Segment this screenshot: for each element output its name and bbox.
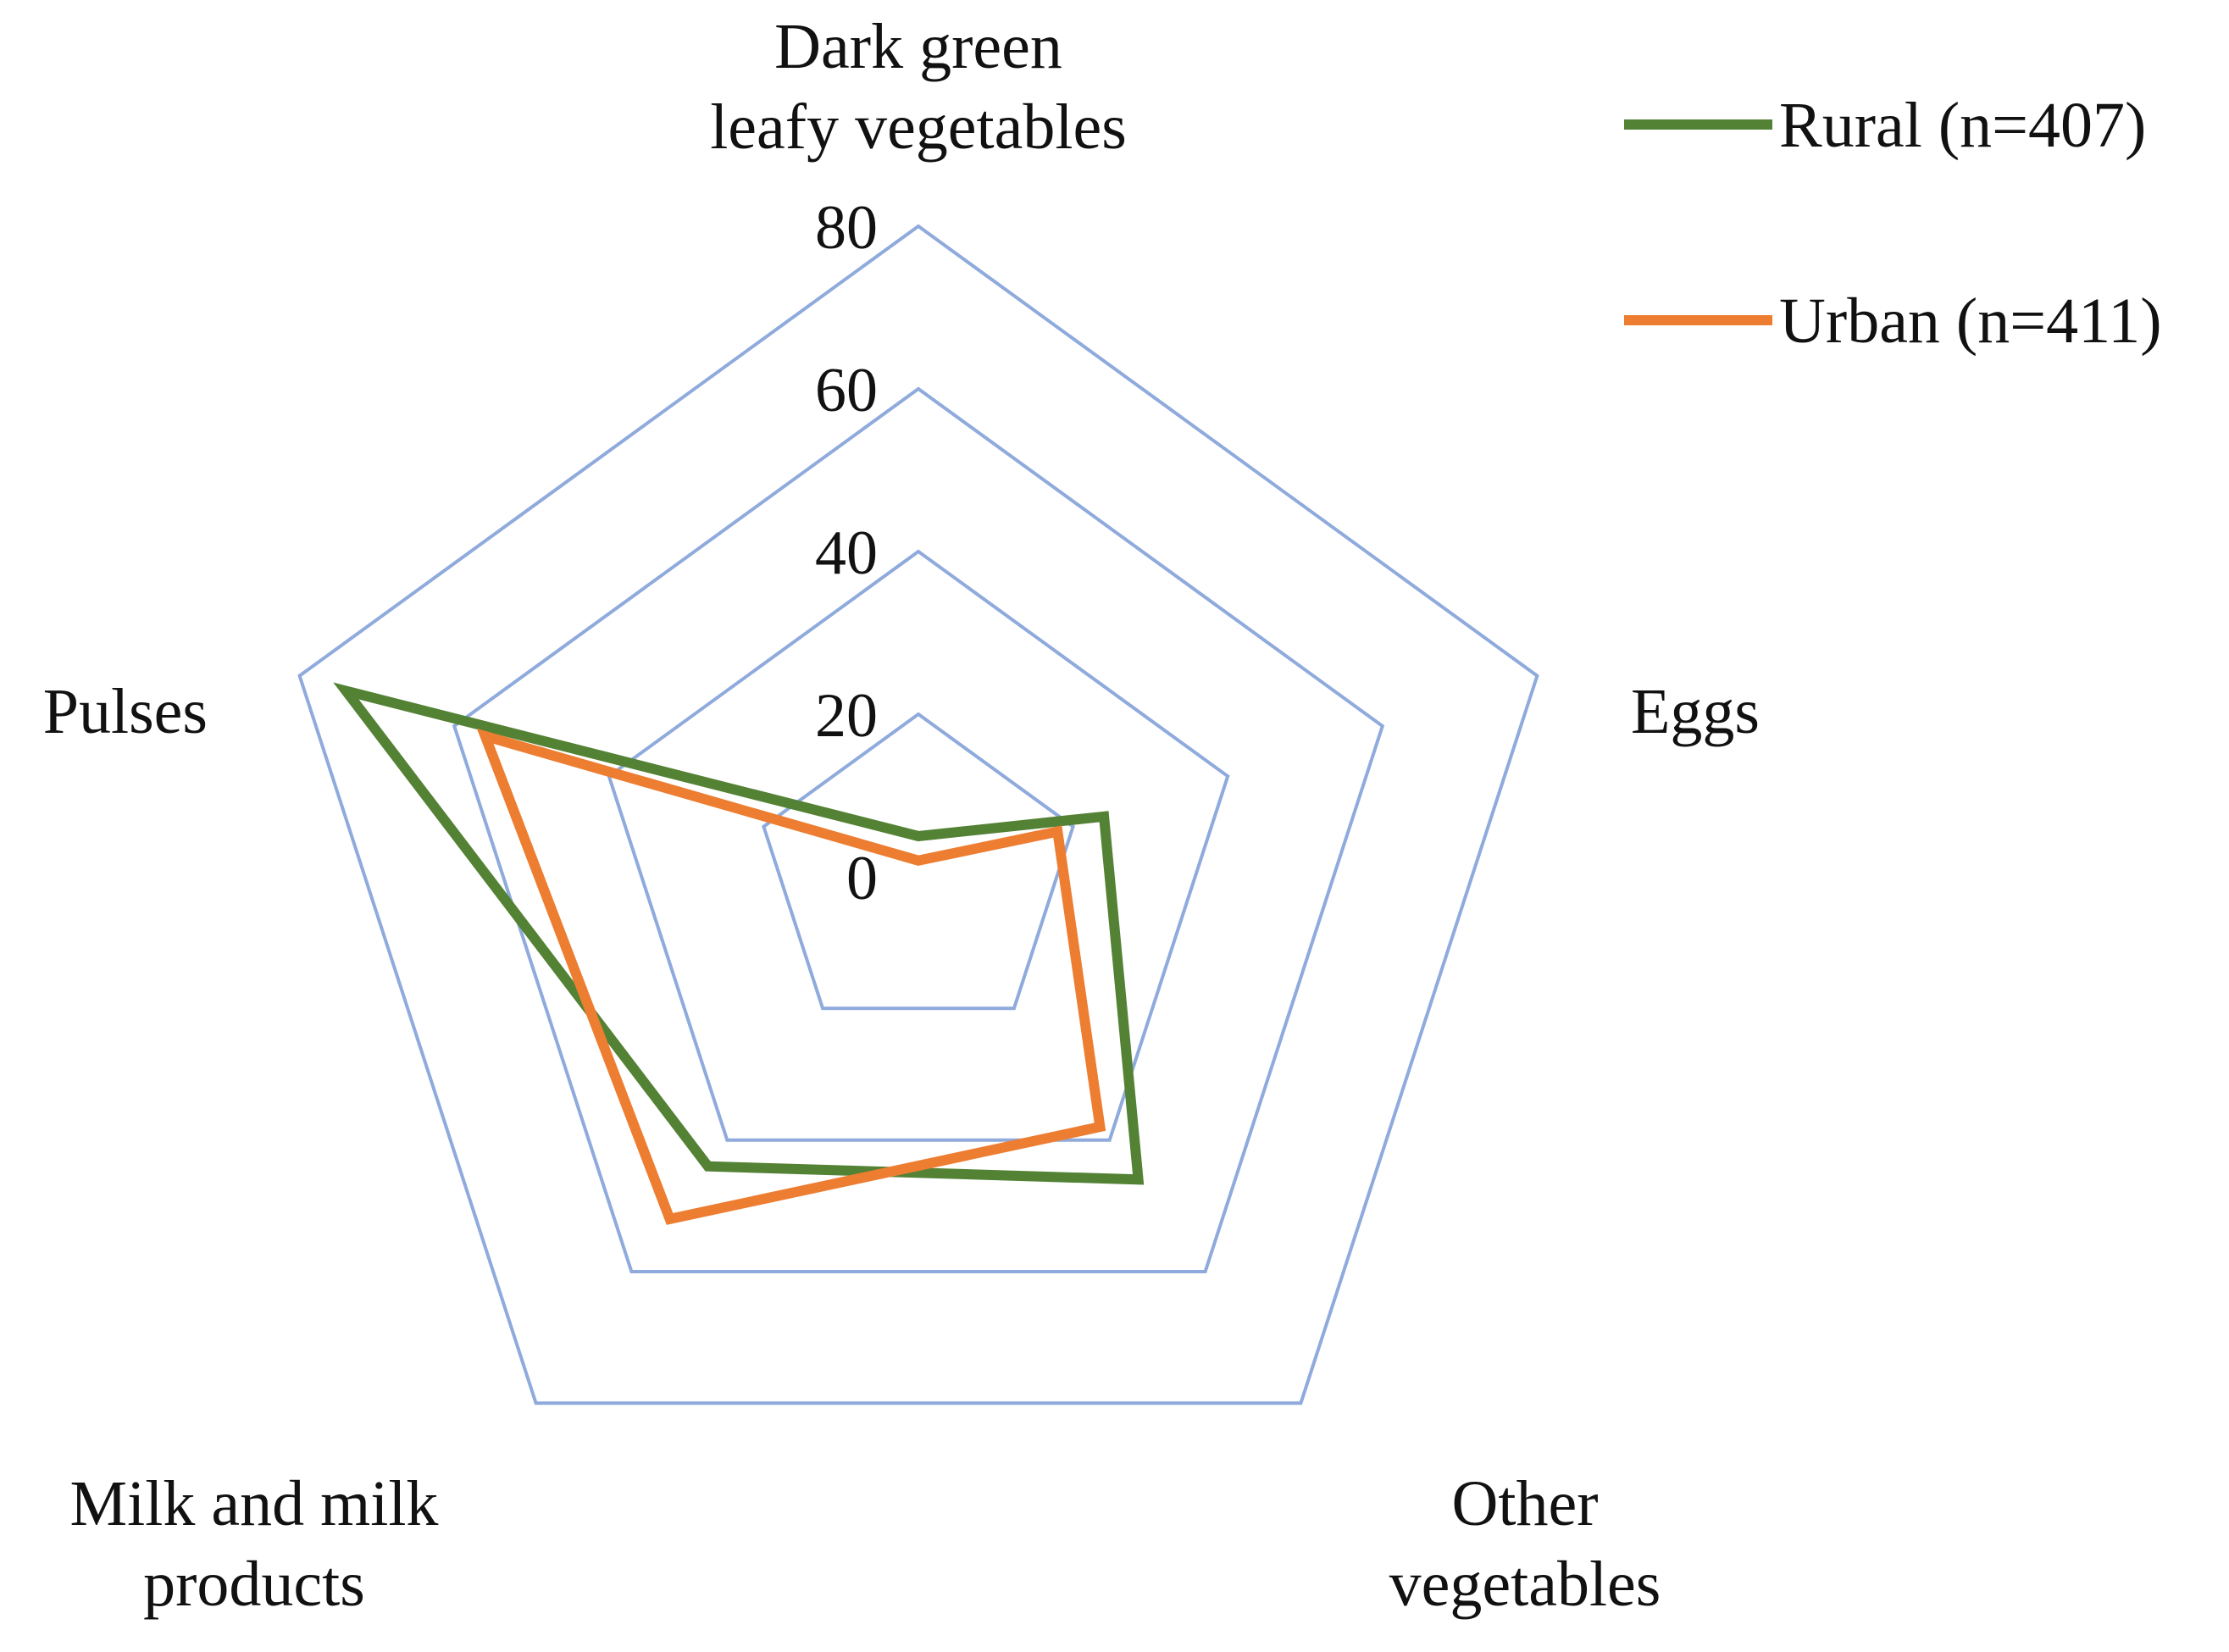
grid-ring-80: [297, 224, 1539, 1405]
tick-label: 80: [815, 193, 878, 263]
axis-labels: Dark green leafy vegetables Eggs Other veget…: [43, 11, 1760, 1620]
grid-ring-60: [452, 386, 1385, 1273]
tick-label: 20: [815, 681, 878, 751]
axis-label: Eggs: [1631, 676, 1760, 747]
axis-label: Milk and milk products: [70, 1468, 439, 1620]
series-lines: [333, 682, 1145, 1225]
axis-label: Pulses: [43, 676, 208, 747]
axis-label: Dark green leafy vegetables: [710, 11, 1127, 163]
legend: Rural (n=407) Urban (n=411): [1624, 90, 2162, 357]
legend-label: Urban (n=411): [1779, 285, 2162, 357]
series-line-rural: [333, 682, 1145, 1185]
tick-label: 0: [846, 844, 878, 913]
radar-grid: [297, 224, 1539, 1405]
tick-label: 40: [815, 518, 878, 588]
series-line-urban: [476, 728, 1106, 1225]
legend-label: Rural (n=407): [1779, 90, 2146, 161]
grid-ring-40: [607, 549, 1230, 1142]
tick-label: 60: [815, 356, 878, 425]
axis-label: Other vegetables: [1389, 1468, 1661, 1620]
tick-labels: 0 20 40 60 80: [815, 193, 878, 913]
